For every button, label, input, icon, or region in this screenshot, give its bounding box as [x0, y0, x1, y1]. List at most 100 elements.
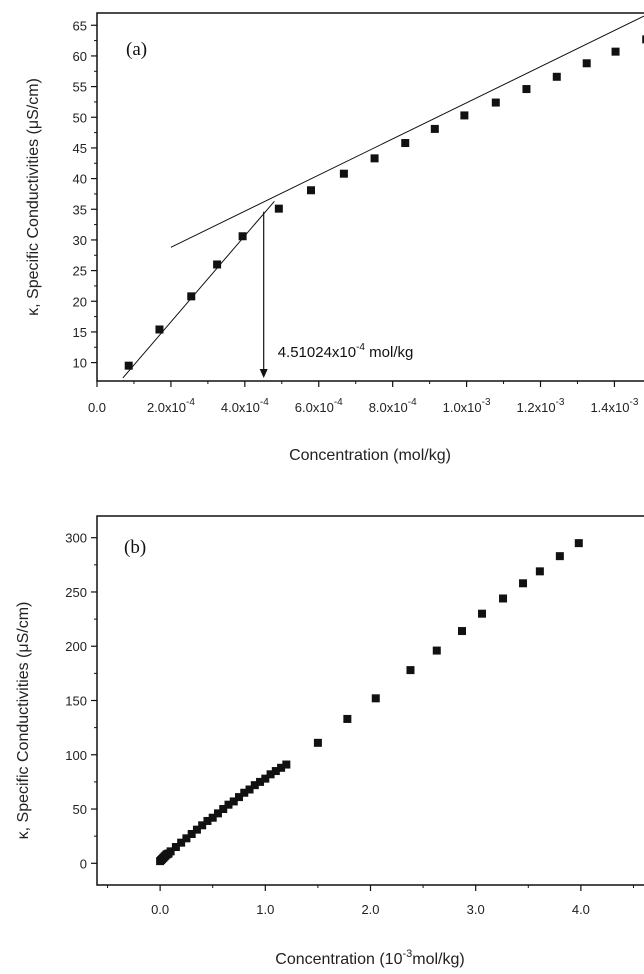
data-point-a: [401, 139, 410, 148]
fit-line-a: [122, 200, 275, 379]
y-tick-label-b: 300: [65, 531, 87, 546]
x-axis-title-b: Concentration (10-3mol/kg): [275, 948, 464, 968]
x-tick-label-b: 3.0: [467, 902, 485, 917]
data-point-b: [499, 594, 508, 603]
data-point-b: [240, 788, 249, 797]
data-point-b: [371, 694, 380, 703]
data-point-b: [406, 666, 415, 675]
data-point-a: [187, 292, 196, 301]
x-axis-title-b-tail: mol/kg): [412, 951, 464, 968]
cmc-annotation-base: 4.51024x10: [278, 344, 356, 361]
y-tick-label-b: 100: [65, 748, 87, 763]
data-point-b: [213, 809, 222, 818]
y-axis-title-b: κ, Specific Conductivities (μS/cm): [15, 602, 32, 840]
y-tick-label-b: 250: [65, 585, 87, 600]
y-tick-label-a: 20: [73, 294, 87, 309]
x-tick-label-a-exp: -3: [482, 397, 491, 408]
data-point-b: [535, 567, 544, 576]
x-tick-label-a: 2.0x10-4: [147, 397, 195, 415]
data-point-b: [519, 579, 528, 588]
data-point-b: [224, 800, 233, 809]
x-tick-label-a-exp: -4: [186, 397, 195, 408]
plot-frame-a: [96, 12, 644, 382]
data-point-a: [552, 72, 561, 81]
x-tick-label-a: 1.2x10-3: [517, 397, 565, 415]
x-tick-label-b: 0.0: [151, 902, 169, 917]
data-point-a: [274, 204, 283, 213]
y-tick-label-b: 0: [80, 856, 87, 871]
x-tick-label-a: 1.4x10-3: [590, 397, 638, 415]
y-tick-label-a: 50: [73, 110, 87, 125]
x-tick-label-b: 4.0: [572, 902, 590, 917]
data-point-a: [460, 111, 469, 120]
data-point-b: [313, 738, 322, 747]
data-point-a: [213, 260, 222, 269]
data-point-b: [250, 781, 259, 790]
data-point-b: [458, 627, 467, 636]
data-point-b: [478, 609, 487, 618]
x-axis-title-b-exp: -3: [402, 948, 412, 960]
x-tick-label-a-exp: -3: [556, 397, 565, 408]
x-tick-label-a-base: 2.0x10: [147, 400, 186, 415]
y-tick-label-a: 40: [73, 172, 87, 187]
data-point-a: [339, 169, 348, 178]
x-axis-title-a: Concentration (mol/kg): [289, 447, 451, 464]
data-point-b: [282, 760, 291, 769]
panel-label-b: (b): [124, 537, 146, 558]
x-tick-label-a-base: 1.2x10: [517, 400, 556, 415]
data-point-a: [611, 47, 620, 56]
data-point-b: [171, 843, 180, 852]
chart-panel-a: 0.0 2.0x10-4 4.0x10-4 6.0x10-4 8.0x10-4 1.0x1…: [25, 12, 644, 464]
data-point-a: [642, 35, 644, 44]
y-tick-label-a: 15: [73, 325, 87, 340]
y-axis-title-a: κ, Specific Conductivities (μS/cm): [25, 78, 42, 316]
y-tick-label-a: 60: [73, 49, 87, 64]
x-tick-label-a-base: 4.0x10: [221, 400, 260, 415]
y-tick-label-a: 10: [73, 356, 87, 371]
y-tick-label-b: 200: [65, 639, 87, 654]
data-point-b: [555, 552, 564, 561]
x-tick-label-a-exp: -4: [408, 397, 417, 408]
data-point-b: [219, 805, 228, 814]
x-tick-label-a-base: 6.0x10: [295, 400, 334, 415]
x-tick-label-a: 4.0x10-4: [221, 397, 269, 415]
data-point-b: [166, 847, 175, 856]
data-point-b: [271, 767, 280, 776]
data-point-b: [182, 834, 191, 843]
cmc-annotation-exp: -4: [356, 342, 365, 353]
data-point-b: [203, 816, 212, 825]
data-point-b: [208, 813, 217, 822]
data-point-a: [491, 98, 500, 107]
cmc-annotation: 4.51024x10-4 mol/kg: [278, 342, 414, 361]
x-tick-label-a-exp: -3: [630, 397, 639, 408]
data-point-a: [124, 361, 133, 370]
data-point-b: [256, 777, 265, 786]
x-tick-label-a-base: 0.0: [88, 400, 106, 415]
x-tick-label-a-exp: -4: [260, 397, 269, 408]
x-tick-label-a: 0.0: [88, 400, 106, 415]
y-tick-label-b: 50: [73, 802, 87, 817]
data-point-b: [432, 646, 441, 655]
plot-frame-b: [96, 515, 644, 886]
y-tick-label-a: 35: [73, 202, 87, 217]
x-tick-label-b: 1.0: [256, 902, 274, 917]
x-tick-label-a-base: 1.0x10: [443, 400, 482, 415]
cmc-annotation-unit: mol/kg: [365, 344, 413, 361]
x-tick-label-a: 8.0x10-4: [369, 397, 417, 415]
data-point-a: [522, 85, 531, 94]
data-point-b: [235, 793, 244, 802]
data-point-a: [238, 232, 247, 241]
data-point-b: [177, 838, 186, 847]
data-point-a: [430, 124, 439, 133]
data-point-a: [306, 186, 315, 195]
x-tick-label-b: 2.0: [361, 902, 379, 917]
data-point-b: [277, 763, 286, 772]
x-tick-label-a: 1.0x10-3: [443, 397, 491, 415]
y-tick-label-a: 45: [73, 141, 87, 156]
x-tick-label-a: 6.0x10-4: [295, 397, 343, 415]
data-point-b: [192, 825, 201, 834]
y-tick-label-a: 65: [73, 18, 87, 33]
data-point-b: [261, 774, 270, 783]
chart-panel-b: 0.0 1.0 2.0 3.0 4.0 0 50 100 150 200 250 300 (b) Conc…: [15, 515, 644, 968]
x-tick-label-a-base: 1.4x10: [590, 400, 629, 415]
